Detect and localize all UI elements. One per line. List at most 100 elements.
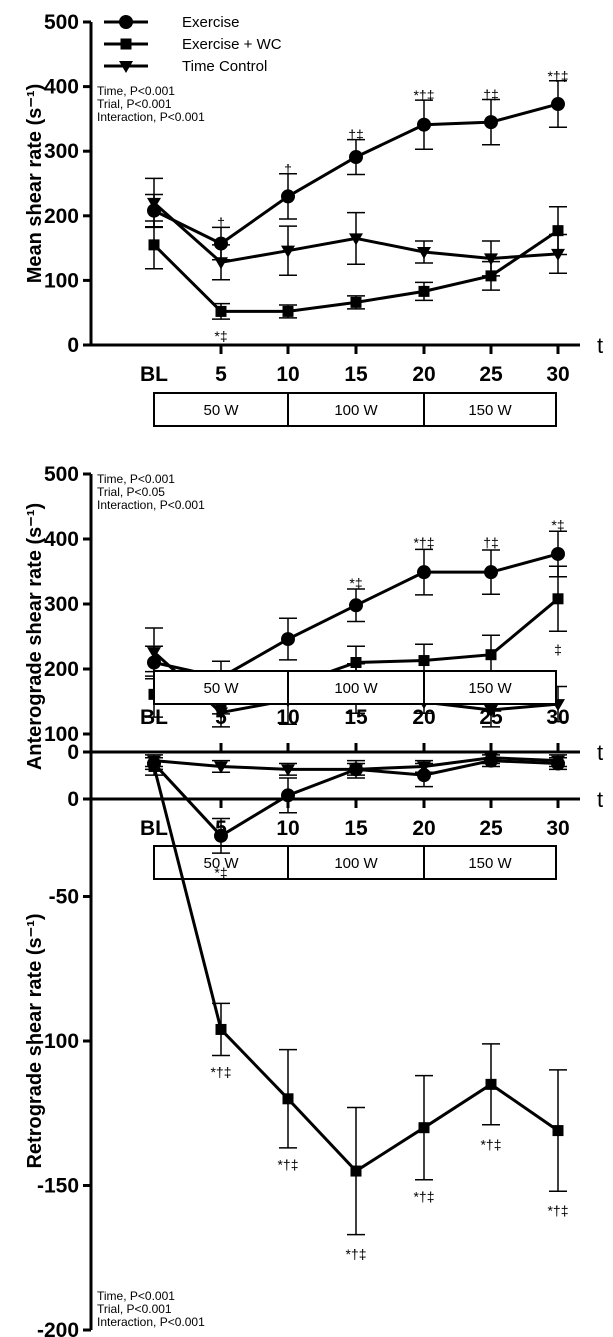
stage-box: 50 W xyxy=(153,670,289,705)
stats-line: Time, P<0.001 xyxy=(97,84,175,98)
x-unit-label: t xyxy=(597,740,603,765)
significance-mark: *‡ xyxy=(551,517,564,533)
data-point xyxy=(484,704,498,717)
significance-mark: *†‡ xyxy=(547,1203,568,1219)
significance-mark: *†‡ xyxy=(277,1156,298,1172)
stage-box: 50 W xyxy=(153,392,289,427)
x-tick-label: 5 xyxy=(215,363,227,386)
data-point xyxy=(282,305,294,317)
x-unit-label: t xyxy=(597,787,603,812)
stage-box: 100 W xyxy=(287,392,425,427)
significance-mark: *‡ xyxy=(214,865,227,881)
chart-panel-1: 0 100 200 300 400 500 BL 5 10 15 20 25 30 t Mean shear… xyxy=(24,11,603,427)
stage-label: 100 W xyxy=(334,402,378,419)
data-point xyxy=(282,1093,294,1105)
data-point xyxy=(350,1165,362,1177)
stage-label: 100 W xyxy=(334,855,378,872)
x-tick-label: BL xyxy=(140,706,168,729)
data-point xyxy=(281,632,295,647)
y-tick-label: 200 xyxy=(44,205,79,228)
data-point xyxy=(417,761,431,774)
significance-mark: *†‡ xyxy=(345,1246,366,1262)
y-axis-title: Retrograde shear rate (s⁻¹) xyxy=(24,913,46,1168)
data-point xyxy=(214,828,228,843)
significance-mark: †‡ xyxy=(348,127,364,143)
data-point xyxy=(281,245,295,258)
x-tick-label: 15 xyxy=(344,817,368,840)
significance-mark: *†‡ xyxy=(413,1188,434,1204)
y-tick-label: 100 xyxy=(44,723,79,746)
data-point xyxy=(485,1078,497,1090)
y-axis-title: Anterograde shear rate (s⁻¹) xyxy=(24,503,46,770)
data-point xyxy=(281,764,295,777)
data-point xyxy=(417,565,431,580)
stage-label: 50 W xyxy=(203,680,239,697)
x-tick-label: 15 xyxy=(344,706,368,729)
x-tick-label: 5 xyxy=(215,706,227,729)
data-point xyxy=(349,764,363,777)
x-tick-label: 10 xyxy=(276,363,299,386)
significance-mark: †‡ xyxy=(483,534,499,550)
y-tick-label: 0 xyxy=(67,334,79,357)
chart-panel-3: -200 -150 -100 -50 0 BL 5 10 15 20 25 30 t Retrograde… xyxy=(24,670,603,1337)
x-tick-label: 25 xyxy=(479,706,503,729)
stage-label: 50 W xyxy=(203,855,239,872)
data-point xyxy=(215,1023,227,1035)
x-tick-label: 10 xyxy=(276,706,299,729)
data-point xyxy=(350,296,362,308)
data-point xyxy=(350,657,362,668)
data-point xyxy=(552,1125,564,1137)
stage-box: 150 W xyxy=(423,670,557,705)
stage-label: 150 W xyxy=(468,680,512,697)
significance-mark: *†‡ xyxy=(413,87,434,103)
data-point xyxy=(147,647,161,660)
legend-entry: Time Control xyxy=(104,58,267,75)
legend-marker xyxy=(119,61,133,73)
significance-mark: *†‡ xyxy=(547,68,568,84)
data-point xyxy=(551,248,565,261)
series-triangle-down xyxy=(145,177,567,281)
data-point xyxy=(281,189,295,204)
significance-mark: *†‡ xyxy=(210,1064,231,1080)
y-tick-label: 100 xyxy=(44,269,79,292)
data-point xyxy=(551,755,565,768)
data-point xyxy=(214,236,228,251)
stage-label: 100 W xyxy=(334,680,378,697)
significance-mark: † xyxy=(284,161,292,177)
legend-entry: Exercise + WC xyxy=(104,36,282,53)
stats-line: Trial, P<0.05 xyxy=(97,485,165,499)
stats-line: Time, P<0.001 xyxy=(97,1289,175,1303)
data-point xyxy=(418,1122,430,1134)
x-tick-label: 30 xyxy=(546,363,569,386)
data-point xyxy=(214,761,228,774)
stage-label: 150 W xyxy=(468,855,512,872)
x-tick-label: BL xyxy=(140,817,168,840)
x-tick-label: BL xyxy=(140,363,168,386)
stats-line: Interaction, P<0.001 xyxy=(97,110,205,124)
significance-mark: †‡ xyxy=(483,87,499,103)
data-point xyxy=(281,788,295,803)
y-tick-label: 400 xyxy=(44,76,79,99)
x-tick-label: 30 xyxy=(546,706,569,729)
stage-label: 50 W xyxy=(203,402,239,419)
x-tick-label: 20 xyxy=(412,363,435,386)
y-tick-label: -200 xyxy=(37,1319,79,1337)
stage-box: 100 W xyxy=(287,670,425,705)
data-point xyxy=(484,565,498,580)
data-point xyxy=(214,257,228,270)
data-point xyxy=(484,253,498,266)
legend-marker xyxy=(119,15,133,29)
data-point xyxy=(349,150,363,165)
data-point xyxy=(417,117,431,132)
stage-label: 150 W xyxy=(468,402,512,419)
data-point xyxy=(484,752,498,765)
y-tick-label: 300 xyxy=(44,593,79,616)
stats-line: Trial, P<0.001 xyxy=(97,97,172,111)
stats-line: Interaction, P<0.001 xyxy=(97,1315,205,1329)
x-tick-label: 30 xyxy=(546,817,569,840)
data-point xyxy=(418,655,430,667)
stage-box: 150 W xyxy=(423,845,557,880)
legend-label: Exercise xyxy=(182,14,240,31)
data-point xyxy=(148,239,160,251)
